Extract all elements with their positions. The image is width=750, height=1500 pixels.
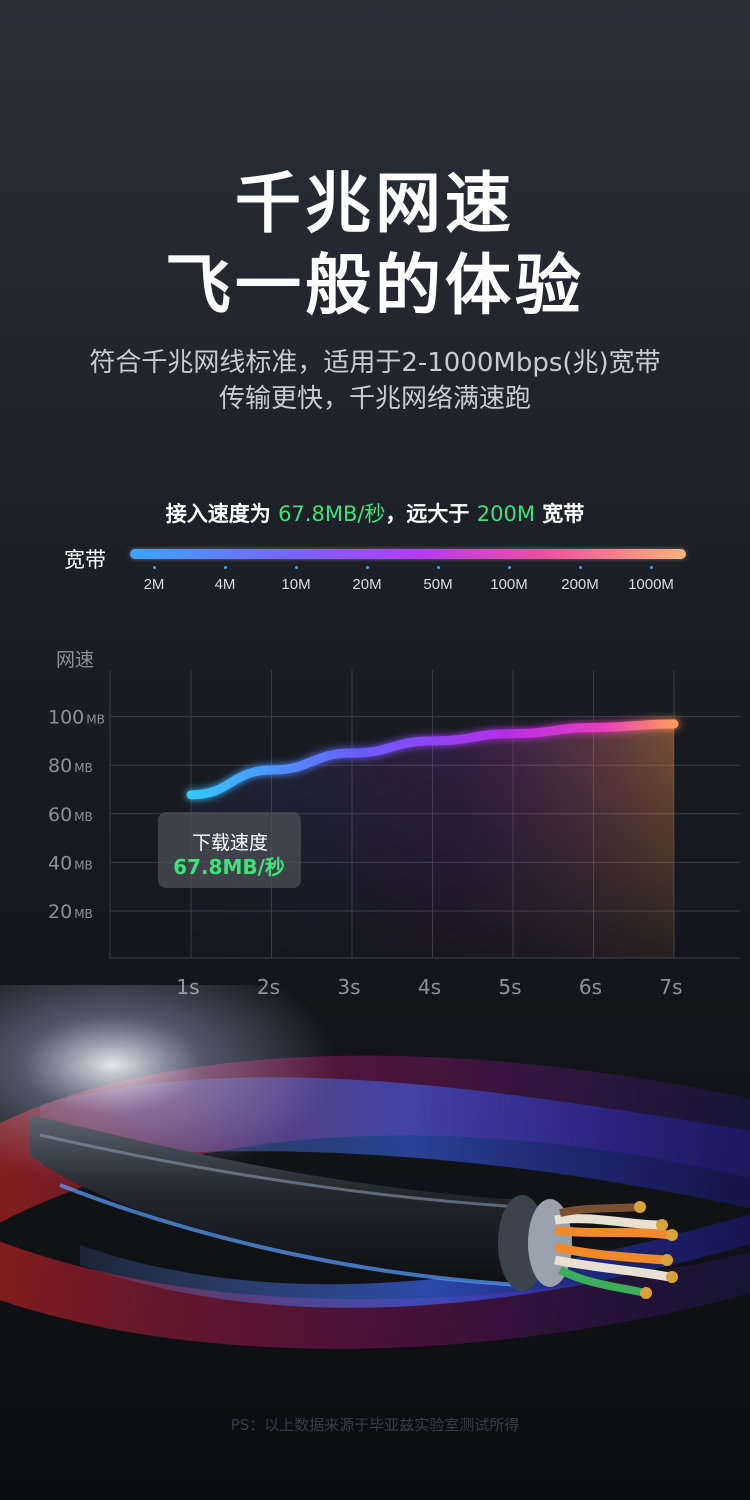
twisted-pairs (553, 1201, 678, 1299)
bandwidth-tick-label: 100M (490, 576, 528, 593)
callout-box (158, 812, 301, 888)
y-tick-label: 40 MB (48, 852, 93, 874)
speed-middle: ，远大于 (385, 502, 470, 526)
bandwidth-tick-label: 20M (352, 576, 382, 593)
callout-value: 67.8MB/秒 (173, 855, 285, 879)
speed-value: 67.8MB/秒 (278, 502, 386, 526)
y-tick-label: 60 MB (48, 804, 93, 826)
bandwidth-tick-mark (437, 566, 440, 569)
subtitle-line1: 符合千兆网线标准，适用于2-1000Mbps(兆)宽带 (89, 348, 661, 378)
y-axis-title: 网速 (56, 649, 94, 671)
hero-title-line1: 千兆网速 (235, 165, 515, 242)
download-speed-callout: 下载速度 67.8MB/秒 (158, 812, 301, 888)
bandwidth-tick-mark (224, 566, 227, 569)
hero-title-line2: 飞一般的体验 (165, 247, 585, 324)
chart-area-fill (191, 723, 674, 958)
bandwidth-tick-label: 10M (281, 576, 311, 593)
bandwidth-tick-label: 2M (143, 576, 165, 593)
bandwidth-label: 宽带 (64, 548, 106, 572)
bandwidth-tick-mark (153, 566, 156, 569)
speed-prefix: 接入速度为 (165, 502, 271, 526)
bandwidth-tick-label: 4M (214, 576, 236, 593)
ethernet-cable-illustration (0, 985, 750, 1385)
bandwidth-tick-mark (366, 566, 369, 569)
callout-label: 下载速度 (192, 832, 268, 854)
series-line (186, 719, 679, 800)
bandwidth-tick-label: 1000M (628, 576, 674, 593)
footnote: PS：以上数据来源于毕亚兹实验室测试所得 (230, 1416, 520, 1434)
y-tick-label: 20 MB (48, 901, 93, 923)
speed-suffix: 宽带 (542, 502, 585, 526)
bandwidth-tick-mark (650, 566, 653, 569)
bandwidth-tick-mark (579, 566, 582, 569)
y-tick-label: 100 MB (48, 707, 105, 729)
speed-summary: 接入速度为 67.8MB/秒，远大于 200M 宽带 (0, 498, 750, 528)
bandwidth-gradient-bar (130, 549, 686, 559)
bandwidth-tick-mark (295, 566, 298, 569)
bandwidth-tick-label: 50M (423, 576, 453, 593)
bandwidth-value: 200M (476, 502, 535, 526)
bandwidth-tick-mark (508, 566, 511, 569)
y-tick-label: 80 MB (48, 755, 93, 777)
bandwidth-tick-label: 200M (561, 576, 599, 593)
subtitle-line2: 传输更快，千兆网络满速跑 (218, 384, 531, 414)
